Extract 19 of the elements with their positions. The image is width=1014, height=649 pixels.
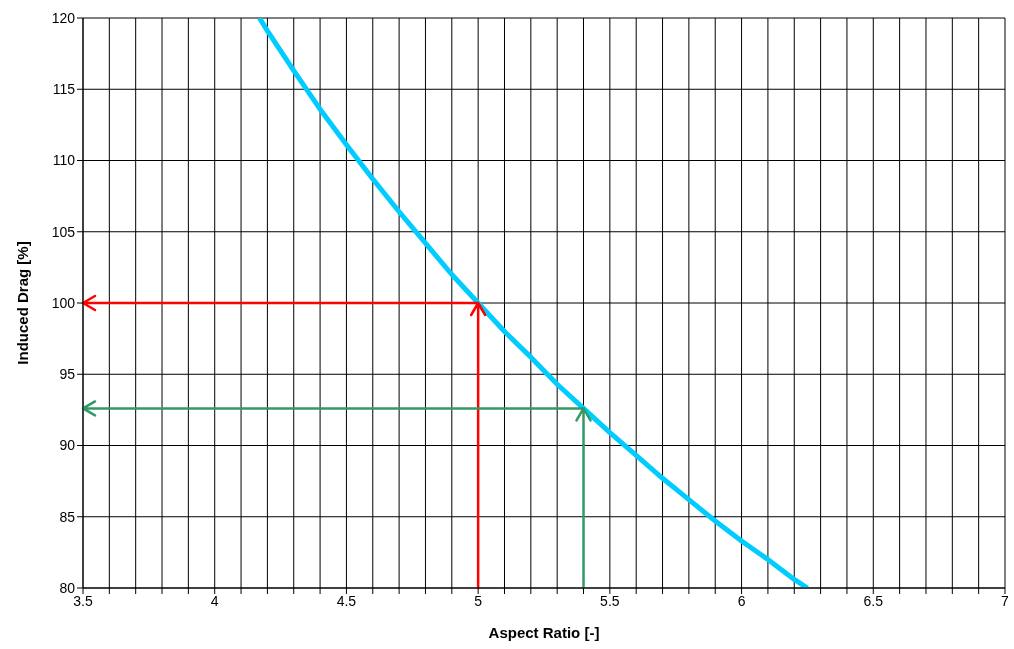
x-tick-label: 5 [474,592,483,609]
y-tick-label: 120 [51,9,76,26]
y-tick-label: 95 [59,366,76,383]
x-tick-label: 6 [737,592,746,609]
y-tick-label: 115 [52,81,76,98]
x-tick-label: 3.5 [73,592,93,609]
x-tick-label: 4 [210,592,219,609]
y-tick-label: 90 [59,437,76,454]
x-tick-label: 7 [1001,592,1010,609]
x-axis-title: Aspect Ratio [-] [488,624,600,641]
y-tick-label: 110 [52,152,76,169]
y-tick-label: 105 [51,223,76,240]
x-tick-label: 6.5 [863,592,884,609]
y-tick-label: 85 [59,508,76,525]
x-tick-label: 5.5 [600,592,620,609]
y-axis-title: Induced Drag [%] [14,241,32,365]
y-tick-label: 80 [59,579,76,596]
y-tick-label: 100 [51,294,76,311]
x-tick-label: 4.5 [336,592,357,609]
